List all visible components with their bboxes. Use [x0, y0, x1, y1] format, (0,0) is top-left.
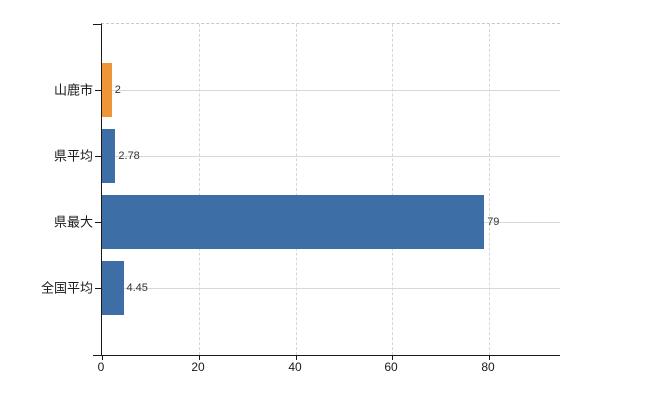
y-axis-tick: [95, 156, 101, 157]
bar-県平均: [102, 129, 116, 183]
x-tick-label: 80: [481, 360, 495, 374]
y-axis-end-tick: [93, 355, 101, 356]
vertical-gridline: [296, 24, 297, 355]
category-label: 山鹿市: [53, 82, 93, 98]
category-label: 県最大: [53, 214, 93, 230]
bar-県最大: [102, 195, 485, 249]
bar-山鹿市: [102, 63, 112, 117]
horizontal-gridline: [102, 156, 560, 157]
x-tick-label: 40: [288, 360, 302, 374]
horizontal-gridline: [102, 288, 560, 289]
y-axis-tick: [95, 222, 101, 223]
x-axis-tick: [102, 355, 103, 360]
vertical-gridline: [392, 24, 393, 355]
x-tick-label: 20: [191, 360, 205, 374]
bar-value-label: 2: [114, 84, 121, 96]
horizontal-gridline: [102, 90, 560, 91]
y-axis-tick: [95, 288, 101, 289]
x-axis-tick: [199, 355, 200, 360]
y-axis-end-tick: [93, 24, 101, 25]
vertical-gridline: [489, 24, 490, 355]
bar-value-label: 4.45: [126, 282, 148, 294]
x-axis-tick: [392, 355, 393, 360]
x-axis-tick: [296, 355, 297, 360]
x-axis-tick: [489, 355, 490, 360]
bar-value-label: 2.78: [118, 150, 140, 162]
bar-value-label: 79: [487, 216, 500, 228]
category-label: 県平均: [53, 148, 93, 164]
bar-全国平均: [102, 261, 124, 315]
x-tick-label: 0: [97, 360, 105, 374]
vertical-gridline: [199, 24, 200, 355]
plot-area: 2 2.78 79 4.45: [93, 23, 560, 360]
y-axis-tick: [95, 90, 101, 91]
x-tick-label: 60: [384, 360, 398, 374]
category-label: 全国平均: [40, 280, 93, 296]
